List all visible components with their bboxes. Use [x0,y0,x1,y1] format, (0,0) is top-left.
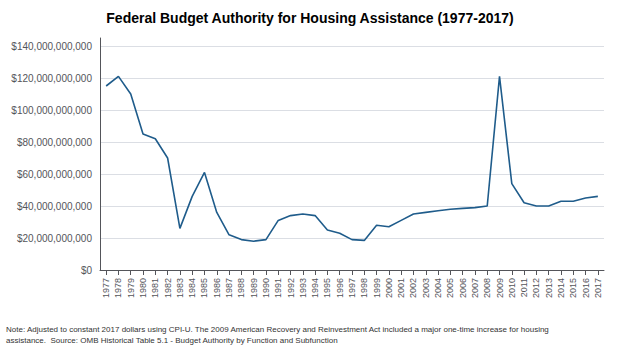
svg-text:2006: 2006 [458,278,468,298]
svg-text:1986: 1986 [212,278,222,298]
svg-text:Federal Budget Authority for H: Federal Budget Authority for Housing Ass… [106,10,513,26]
svg-text:1983: 1983 [175,278,185,298]
svg-text:Note: Adjusted to constant 201: Note: Adjusted to constant 2017 dollars … [6,325,549,334]
svg-text:2011: 2011 [519,278,529,297]
svg-text:2013: 2013 [544,278,554,298]
svg-text:1978: 1978 [113,278,123,298]
svg-text:2000: 2000 [384,278,394,298]
svg-text:2014: 2014 [556,278,566,298]
svg-text:$40,000,000,000: $40,000,000,000 [17,201,93,212]
svg-text:$20,000,000,000: $20,000,000,000 [17,233,93,244]
svg-text:$120,000,000,000: $120,000,000,000 [11,73,92,84]
svg-text:1981: 1981 [150,278,160,298]
svg-text:2004: 2004 [433,278,443,298]
svg-text:$140,000,000,000: $140,000,000,000 [11,41,92,52]
svg-text:1998: 1998 [359,278,369,298]
svg-text:1995: 1995 [322,278,332,298]
svg-text:1999: 1999 [372,278,382,298]
svg-text:1993: 1993 [298,278,308,298]
svg-text:$60,000,000,000: $60,000,000,000 [17,169,93,180]
svg-text:1990: 1990 [261,278,271,298]
svg-text:1982: 1982 [163,278,173,298]
svg-text:$100,000,000,000: $100,000,000,000 [11,105,92,116]
svg-text:2005: 2005 [445,278,455,298]
svg-text:1991: 1991 [273,278,283,298]
svg-text:1984: 1984 [187,278,197,298]
svg-text:1985: 1985 [199,278,209,298]
svg-text:1997: 1997 [347,278,357,298]
svg-text:1979: 1979 [126,278,136,298]
svg-text:assistance. Source: OMB Histo: assistance. Source: OMB Historical Table… [6,336,338,345]
svg-text:2017: 2017 [593,278,603,298]
svg-text:2008: 2008 [482,278,492,298]
svg-text:2002: 2002 [408,278,418,298]
svg-text:1996: 1996 [335,278,345,298]
svg-text:2016: 2016 [581,278,591,298]
svg-text:1988: 1988 [236,278,246,298]
svg-text:1987: 1987 [224,278,234,298]
svg-text:1989: 1989 [249,278,259,298]
svg-text:1994: 1994 [310,278,320,298]
svg-text:2012: 2012 [531,278,541,298]
svg-text:2015: 2015 [568,278,578,298]
svg-text:$0: $0 [81,265,93,276]
svg-text:$80,000,000,000: $80,000,000,000 [17,137,93,148]
svg-text:2003: 2003 [421,278,431,298]
svg-text:1992: 1992 [286,278,296,298]
svg-text:2009: 2009 [495,278,505,298]
svg-text:2007: 2007 [470,278,480,298]
svg-text:1977: 1977 [101,278,111,298]
svg-text:1980: 1980 [138,278,148,298]
svg-text:2001: 2001 [396,278,406,298]
svg-text:2010: 2010 [507,278,517,298]
